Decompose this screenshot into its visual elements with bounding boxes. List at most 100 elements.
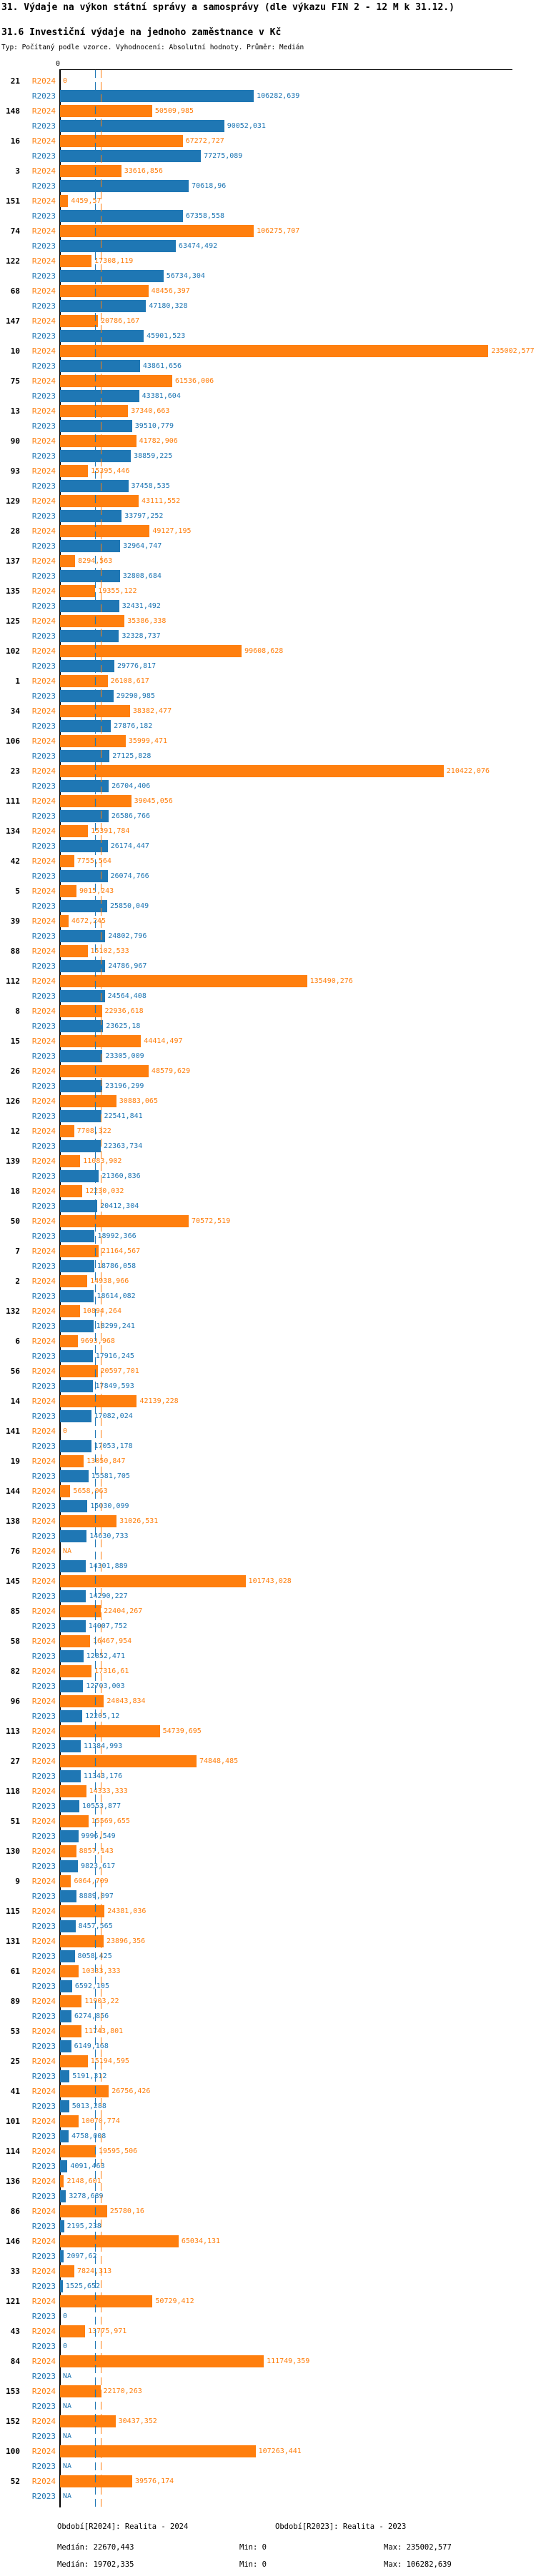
bar-group: 33 R2024 7824,313 R2023 1525,652 — [0, 2264, 536, 2294]
series-label: R2023 — [31, 1922, 56, 1931]
entity-id-label: 136 — [6, 2177, 20, 2186]
bar — [60, 975, 307, 987]
bar-row: 114 R2024 19595,506 — [0, 2144, 536, 2159]
bar-track: 24381,036 — [60, 1904, 146, 1919]
bar-row: R2023 32964,747 — [0, 539, 536, 554]
bar-row: R2023 8889,097 — [0, 1889, 536, 1904]
bar — [60, 750, 110, 762]
bar — [60, 2280, 63, 2292]
bar — [60, 105, 152, 117]
bar-row: R2023 106282,639 — [0, 89, 536, 104]
bar-row: 53 R2024 11743,801 — [0, 2024, 536, 2039]
bar-track: 14007,752 — [60, 1619, 127, 1634]
bar-track: 15102,533 — [60, 944, 129, 959]
entity-id-label: 14 — [10, 1397, 20, 1406]
bar-track: 21164,567 — [60, 1244, 140, 1259]
series-label: R2024 — [31, 1997, 56, 2006]
bar-track: 48456,397 — [60, 284, 190, 299]
series-label: R2024 — [31, 1817, 56, 1826]
bar-group: 34 R2024 38382,477 R2023 27876,182 — [0, 704, 536, 734]
value-label: 7755,564 — [76, 857, 111, 865]
bar — [60, 1020, 104, 1032]
value-label: 8857,143 — [79, 1847, 114, 1855]
entity-id-label: 152 — [6, 2417, 20, 2426]
series-label: R2024 — [31, 1397, 56, 1406]
bar-row: R2023 3278,689 — [0, 2189, 536, 2204]
bar — [60, 1500, 88, 1512]
bar-track: 30883,065 — [60, 1094, 158, 1109]
entity-id-label: 84 — [10, 2357, 20, 2366]
bar-group: 56 R2024 20597,701 R2023 17849,593 — [0, 1364, 536, 1394]
series-label: R2023 — [31, 211, 56, 221]
bar-track: 56734,304 — [60, 269, 205, 284]
bar-row: R2023 11343,176 — [0, 1769, 536, 1784]
bar-group: 1 R2024 26108,617 R2023 29290,985 — [0, 674, 536, 704]
entity-id-label: 53 — [10, 2027, 20, 2036]
bar-row: 51 R2024 15569,655 — [0, 1814, 536, 1829]
bar — [60, 240, 176, 252]
bar-track: 32431,492 — [60, 599, 161, 614]
entity-id-label: 134 — [6, 827, 20, 836]
bar-row: 147 R2024 20786,167 — [0, 314, 536, 329]
bar-track: 11384,993 — [60, 1739, 122, 1754]
value-label: 48456,397 — [151, 287, 190, 295]
entity-id-label: 126 — [6, 1097, 20, 1106]
series-label: R2024 — [31, 1097, 56, 1106]
bar — [60, 330, 144, 342]
bar-row: R2023 29290,985 — [0, 689, 536, 704]
bar-group: 27 R2024 74848,485 R2023 11343,176 — [0, 1754, 536, 1784]
bar-row: 74 R2024 106275,707 — [0, 224, 536, 239]
bar-track: 29290,985 — [60, 689, 155, 704]
entity-id-label: 96 — [10, 1697, 20, 1706]
value-label: 21164,567 — [101, 1247, 141, 1255]
bar-row: 10 R2024 235002,577 — [0, 344, 536, 359]
entity-id-label: 113 — [6, 1727, 20, 1736]
bar-track: 23625,18 — [60, 1019, 140, 1034]
bar-group: 2 R2024 14938,966 R2023 18614,082 — [0, 1274, 536, 1304]
bar-group: 106 R2024 35999,471 R2023 27125,828 — [0, 734, 536, 764]
value-label: 47180,328 — [149, 302, 188, 310]
bar-track: 22404,267 — [60, 1604, 142, 1619]
value-label: 38859,225 — [134, 452, 173, 460]
value-label: 37340,663 — [131, 407, 170, 415]
value-label: 7824,313 — [76, 2267, 112, 2275]
value-label: 11903,22 — [84, 1997, 119, 2005]
entity-id-label: 33 — [10, 2267, 20, 2276]
bar — [60, 1725, 160, 1737]
value-label: 15194,595 — [90, 2057, 129, 2065]
value-label: 35999,471 — [128, 737, 168, 745]
series-label: R2024 — [31, 526, 56, 536]
bar-row: 25 R2024 15194,595 — [0, 2054, 536, 2069]
value-label: 22170,263 — [103, 2387, 142, 2395]
bar — [60, 2295, 153, 2307]
series-label: R2024 — [31, 106, 56, 116]
series-label: R2023 — [31, 2252, 56, 2261]
bar — [60, 705, 130, 717]
series-label: R2024 — [31, 1907, 56, 1916]
bar-group: 26 R2024 48579,629 R2023 23196,299 — [0, 1064, 536, 1094]
series-label: R2024 — [31, 797, 56, 806]
bar — [60, 1140, 101, 1152]
entity-id-label: 56 — [10, 1367, 20, 1376]
bar-track: 44414,497 — [60, 1034, 182, 1049]
bar-track: 12230,032 — [60, 1184, 124, 1199]
value-label: 10070,774 — [81, 2117, 120, 2125]
entity-id-label: 86 — [10, 2207, 20, 2216]
entity-id-label: 112 — [6, 977, 20, 986]
bar-row: R2023 32328,737 — [0, 629, 536, 644]
value-label: 9693,968 — [80, 1337, 115, 1345]
value-label: 0 — [63, 2312, 68, 2320]
bar-row: R2023 NA — [0, 2399, 536, 2414]
bar-row: R2023 67358,558 — [0, 209, 536, 224]
bar-row: 93 R2024 15395,446 — [0, 464, 536, 479]
bar-row: R2023 11384,993 — [0, 1739, 536, 1754]
series-label: R2024 — [31, 2357, 56, 2366]
bar — [60, 195, 69, 207]
bar — [60, 1185, 83, 1197]
bar-row: 8 R2024 22936,618 — [0, 1004, 536, 1019]
bar-track: 24043,834 — [60, 1694, 146, 1709]
bar-track: 31026,531 — [60, 1514, 158, 1529]
bar-group: 113 R2024 54739,695 R2023 11384,993 — [0, 1724, 536, 1754]
series-label: R2024 — [31, 1577, 56, 1586]
value-label: 18786,058 — [96, 1262, 137, 1270]
